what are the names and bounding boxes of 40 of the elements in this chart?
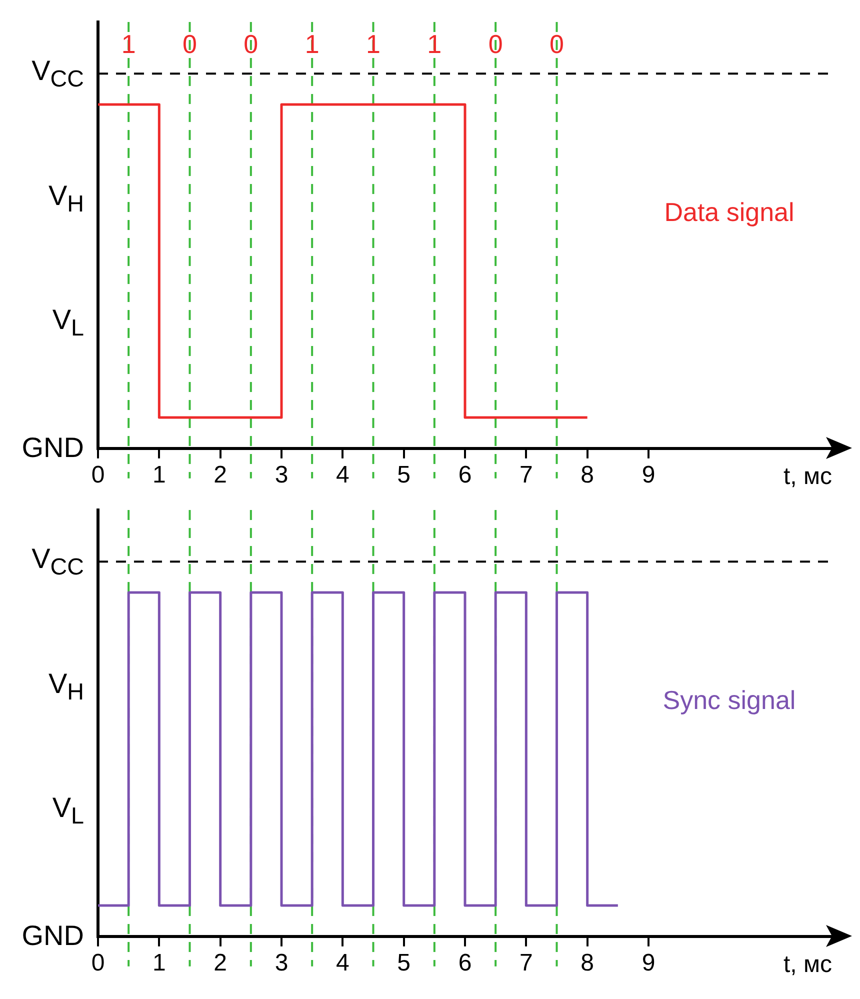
text: V$_{H}$ [48,668,84,704]
x-tick-label: 1 [152,461,166,488]
text: V$_{L}$ [52,304,84,342]
x-tick-label: 6 [458,949,472,976]
x-tick-label: 5 [397,461,411,488]
x-tick-label: 7 [519,949,533,976]
x-tick-label: 2 [214,949,228,976]
annotation: 0 [182,29,197,60]
annotation: 1 [366,29,380,60]
annotation: 0 [244,29,258,60]
annotation: 0 [488,29,503,60]
x-tick-label: 5 [397,949,411,976]
ref-line-label: V$_{CC}$ [32,542,84,580]
x-tick-label: 4 [336,461,350,488]
ref-line-label: V$_{CC}$ [32,54,84,92]
x-tick-label: 3 [274,949,288,976]
x-tick-label: 1 [152,949,166,976]
x-tick-label: 2 [214,461,228,488]
annotation: 1 [427,29,442,60]
text: V$_{L}$ [52,792,84,830]
x-tick-label: 4 [336,949,350,976]
x-tick-label: 9 [642,461,656,488]
x-tick-label: 8 [580,461,594,488]
text: GND [22,432,84,464]
x-tick-label: 9 [642,949,656,976]
annotation: 0 [550,29,564,60]
x-tick-label: 3 [274,461,288,488]
text: Sync signal [662,685,796,716]
x-tick-label: 0 [91,461,105,488]
x-tick-label: 7 [519,461,533,488]
x-axis-title: t, мс [783,951,832,978]
x-tick-label: 6 [458,461,472,488]
text: GND [22,920,84,952]
x-tick-label: 8 [580,949,594,976]
text: Data signal [664,197,794,228]
annotation: 1 [121,29,136,60]
x-axis-title: t, мс [783,463,832,490]
annotation: 1 [304,29,320,60]
text: V$_{H}$ [48,180,84,216]
x-tick-label: 0 [91,949,105,976]
